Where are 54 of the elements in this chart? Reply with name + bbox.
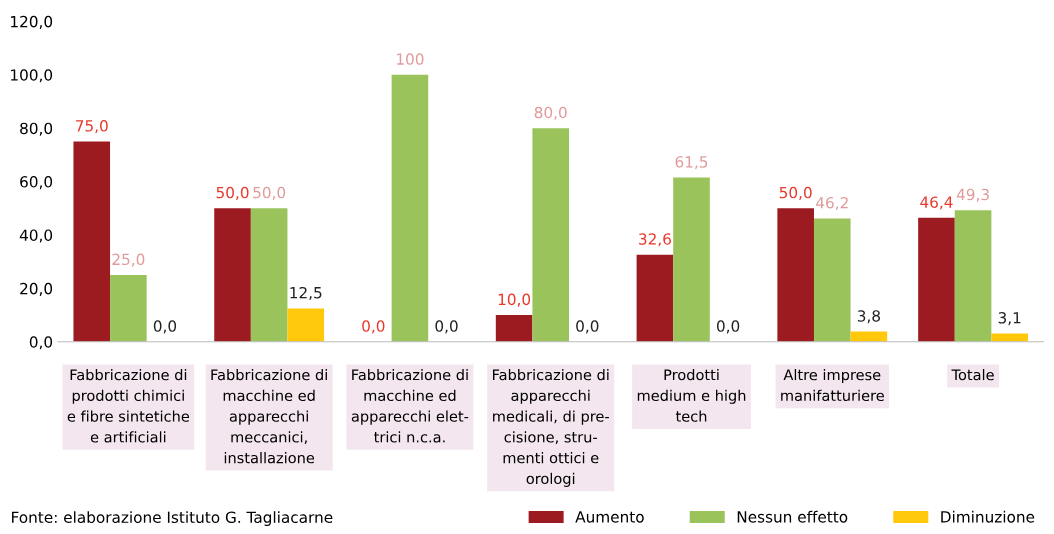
x-tick-label: Fabbricazione di macchine ed apparecchi meccanici, installazione: [211, 368, 327, 464]
x-tick-label: Prodotti medium e high tech: [637, 368, 746, 422]
y-tick-label: 80,0: [20, 122, 53, 136]
text: 100: [397, 53, 424, 65]
y-tick-label: 0,0: [29, 336, 53, 350]
y-tick-label: 60,0: [20, 176, 53, 190]
text: 25,0: [112, 253, 145, 267]
text: 0,0: [435, 320, 458, 334]
bar: [532, 128, 570, 342]
text: 61,5: [675, 156, 708, 170]
bar: [777, 208, 814, 342]
text: 0,0: [716, 320, 740, 334]
bar: [918, 217, 955, 342]
bar: [287, 308, 325, 342]
x-tick-label: Fabbricazione di prodotti chimici e fibre sintetiche e artificiali: [67, 368, 190, 443]
x-tick-label: Fabbricazione di macchine ed apparecchi elet- trici n.c.a.: [351, 368, 469, 443]
bar: [110, 275, 147, 342]
text: 75,0: [76, 120, 108, 134]
bar: [214, 208, 251, 342]
text: 50,0: [216, 186, 249, 200]
y-tick-label: 20,0: [20, 282, 53, 296]
bar: [495, 315, 533, 342]
text: 32,6: [639, 233, 671, 247]
text: 46,4: [920, 196, 953, 210]
y-tick-label: 100,0: [11, 69, 53, 83]
bar: [250, 208, 288, 342]
bar: [391, 74, 429, 342]
x-tick-label: Totale: [951, 368, 994, 381]
bar: [73, 141, 111, 342]
text: 12,5: [290, 286, 322, 301]
text: 3,1: [998, 312, 1021, 326]
legend-label: Nessun effetto: [737, 510, 848, 523]
text: 49,3: [956, 188, 989, 202]
source-note: Fonte: elaborazione Istituto G. Tagliacarne: [12, 511, 333, 526]
text: 0,0: [153, 320, 177, 334]
text: 10,0: [498, 293, 531, 307]
y-tick-label: 120,0: [11, 15, 53, 29]
x-tick-label: Fabbricazione di apparecchi medicali, di pre- cisione, stru- menti ottici e orologi: [493, 368, 609, 487]
text: 80,0: [534, 106, 567, 120]
bar: [954, 210, 992, 342]
bar: [673, 177, 710, 342]
text: 50,0: [779, 186, 812, 200]
legend-label: Aumento: [575, 511, 644, 523]
bar: [991, 333, 1028, 342]
bar: [636, 254, 674, 342]
y-tick-label: 40,0: [19, 229, 53, 243]
legend-label: Diminuzione: [941, 510, 1035, 523]
text: 50,0: [253, 186, 286, 200]
text: 0,0: [362, 320, 385, 334]
x-tick-label: Altre imprese manifatturiere: [781, 368, 884, 402]
bar: [813, 218, 851, 342]
text: 3,8: [857, 310, 880, 324]
text: 0,0: [576, 320, 599, 334]
text: 46,2: [816, 196, 848, 211]
